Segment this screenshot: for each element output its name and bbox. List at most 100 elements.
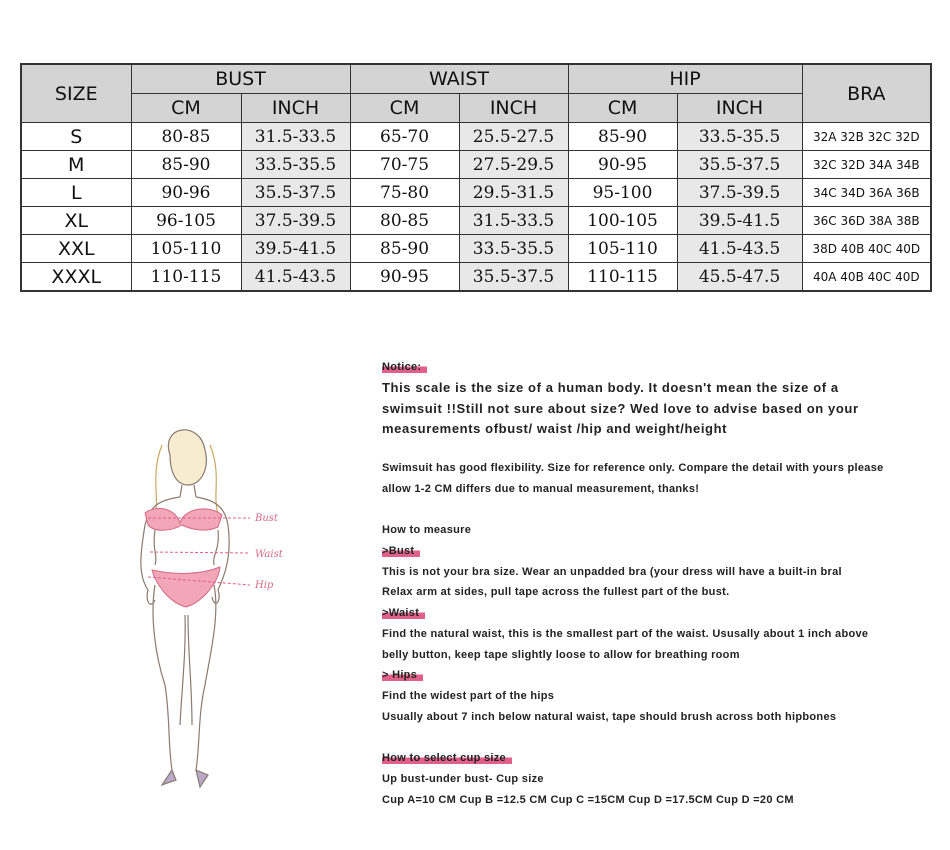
table-row: XXXL 110-115 41.5-43.5 90-95 35.5-37.5 110-11… (20, 262, 932, 292)
header-inch: INCH (676, 93, 803, 123)
cell-hip-cm: 85-90 (567, 122, 678, 151)
note-line: > Hips (382, 669, 424, 681)
note-line: Find the natural waist, this is the smal… (382, 628, 868, 640)
cell-bust-cm: 105-110 (130, 234, 242, 263)
cell-bust-in: 31.5-33.5 (240, 122, 351, 151)
note-text: Swimsuit has good flexibility. Size for … (382, 462, 884, 474)
cell-bra: 38D 40B 40C 40D (801, 234, 932, 263)
cell-bust-in: 35.5-37.5 (240, 178, 351, 207)
header-hip: HIP (567, 63, 803, 94)
hip-label: Hip (254, 580, 274, 591)
size-table: SIZE BUST WAIST HIP BRA CM INCH CM INCH … (20, 63, 933, 292)
note-text: Find the natural waist, this is the smal… (382, 628, 869, 640)
note-text: How to measure (382, 524, 472, 536)
note-line: Up bust-under bust- Cup size (382, 773, 544, 785)
note-text: swimsuit !!Still not sure about size? We… (382, 401, 859, 416)
note-line: Usually about 7 inch below natural waist… (382, 711, 836, 723)
cell-bust-cm: 85-90 (130, 150, 242, 179)
header-bra: BRA (801, 63, 932, 123)
note-text: Up bust-under bust- Cup size (382, 773, 544, 785)
header-cm: CM (130, 93, 242, 123)
cell-bra: 40A 40B 40C 40D (801, 262, 932, 292)
table-row: L 90-96 35.5-37.5 75-80 29.5-31.5 95-100 37.5-… (20, 178, 932, 207)
header-cm: CM (567, 93, 678, 123)
cell-size: S (20, 122, 132, 151)
note-line: This is not your bra size. Wear an unpad… (382, 566, 842, 578)
cell-waist-cm: 75-80 (349, 178, 460, 207)
note-line: >Waist (382, 607, 426, 619)
note-line: swimsuit !!Still not sure about size? We… (382, 401, 859, 416)
cell-bust-cm: 80-85 (130, 122, 242, 151)
cell-waist-in: 33.5-35.5 (458, 234, 569, 263)
cell-hip-cm: 100-105 (567, 206, 678, 235)
section-heading: > Hips (382, 669, 424, 681)
bust-label: Bust (254, 513, 279, 524)
note-text: Find the widest part of the hips (382, 690, 555, 702)
cell-waist-in: 31.5-33.5 (458, 206, 569, 235)
cell-hip-cm: 105-110 (567, 234, 678, 263)
body-measurement-illustration: Bust Waist Hip (140, 429, 284, 789)
note-line: Relax arm at sides, pull tape across the… (382, 586, 729, 598)
cell-bust-in: 41.5-43.5 (240, 262, 351, 292)
note-text: Relax arm at sides, pull tape across the… (382, 586, 730, 598)
note-text: Usually about 7 inch below natural waist… (382, 711, 837, 723)
note-line: Cup A=10 CM Cup B =12.5 CM Cup C =15CM C… (382, 794, 794, 806)
header-inch: INCH (458, 93, 569, 123)
cell-waist-cm: 85-90 (349, 234, 460, 263)
cell-size: L (20, 178, 132, 207)
cell-hip-in: 37.5-39.5 (676, 178, 803, 207)
cell-size: M (20, 150, 132, 179)
cell-waist-in: 29.5-31.5 (458, 178, 569, 207)
note-line: How to select cup size (382, 752, 512, 764)
cell-bust-in: 39.5-41.5 (240, 234, 351, 263)
note-line: allow 1-2 CM differs due to manual measu… (382, 483, 699, 495)
waist-label: Waist (255, 549, 284, 560)
header-waist: WAIST (349, 63, 569, 94)
section-heading: Notice: (382, 361, 428, 373)
note-text: This scale is the size of a human body. … (382, 380, 839, 395)
cell-size: XXXL (20, 262, 132, 292)
note-line: belly button, keep tape slightly loose t… (382, 649, 740, 661)
cell-size: XXL (20, 234, 132, 263)
cell-waist-cm: 80-85 (349, 206, 460, 235)
note-text: belly button, keep tape slightly loose t… (382, 649, 740, 661)
cell-hip-in: 33.5-35.5 (676, 122, 803, 151)
cell-bust-in: 33.5-35.5 (240, 150, 351, 179)
section-heading: >Waist (382, 607, 426, 619)
header-size: SIZE (20, 63, 132, 123)
note-line: >Bust (382, 545, 421, 557)
note-text: measurements ofbust/ waist /hip and weig… (382, 421, 728, 436)
cell-bust-cm: 110-115 (130, 262, 242, 292)
table-row: M 85-90 33.5-35.5 70-75 27.5-29.5 90-95 35.5-3… (20, 150, 932, 179)
table-row: XXL 105-110 39.5-41.5 85-90 33.5-35.5 105-110… (20, 234, 932, 263)
header-cm: CM (349, 93, 460, 123)
note-line: Notice: (382, 361, 428, 373)
cell-bra: 32C 32D 34A 34B (801, 150, 932, 179)
cell-bra: 36C 36D 38A 38B (801, 206, 932, 235)
cell-size: XL (20, 206, 132, 235)
cell-hip-in: 35.5-37.5 (676, 150, 803, 179)
cell-hip-cm: 95-100 (567, 178, 678, 207)
header-inch: INCH (240, 93, 351, 123)
note-line: Find the widest part of the hips (382, 690, 554, 702)
cell-waist-cm: 90-95 (349, 262, 460, 292)
table-row: S 80-85 31.5-33.5 65-70 25.5-27.5 85-90 33.5-3… (20, 122, 932, 151)
note-line: measurements ofbust/ waist /hip and weig… (382, 421, 727, 436)
cell-bust-in: 37.5-39.5 (240, 206, 351, 235)
cell-bust-cm: 90-96 (130, 178, 242, 207)
cell-hip-in: 45.5-47.5 (676, 262, 803, 292)
note-line: Swimsuit has good flexibility. Size for … (382, 462, 884, 474)
cell-waist-in: 25.5-27.5 (458, 122, 569, 151)
cell-hip-cm: 90-95 (567, 150, 678, 179)
cell-bra: 32A 32B 32C 32D (801, 122, 932, 151)
cell-hip-cm: 110-115 (567, 262, 678, 292)
cell-waist-cm: 65-70 (349, 122, 460, 151)
table-row: XL 96-105 37.5-39.5 80-85 31.5-33.5 100-105 39… (20, 206, 932, 235)
note-line: How to measure (382, 524, 471, 536)
note-text: This is not your bra size. Wear an unpad… (382, 566, 842, 578)
header-bust: BUST (130, 63, 351, 94)
section-heading: How to select cup size (382, 752, 512, 764)
section-heading: >Bust (382, 545, 421, 557)
note-text: allow 1-2 CM differs due to manual measu… (382, 483, 700, 495)
